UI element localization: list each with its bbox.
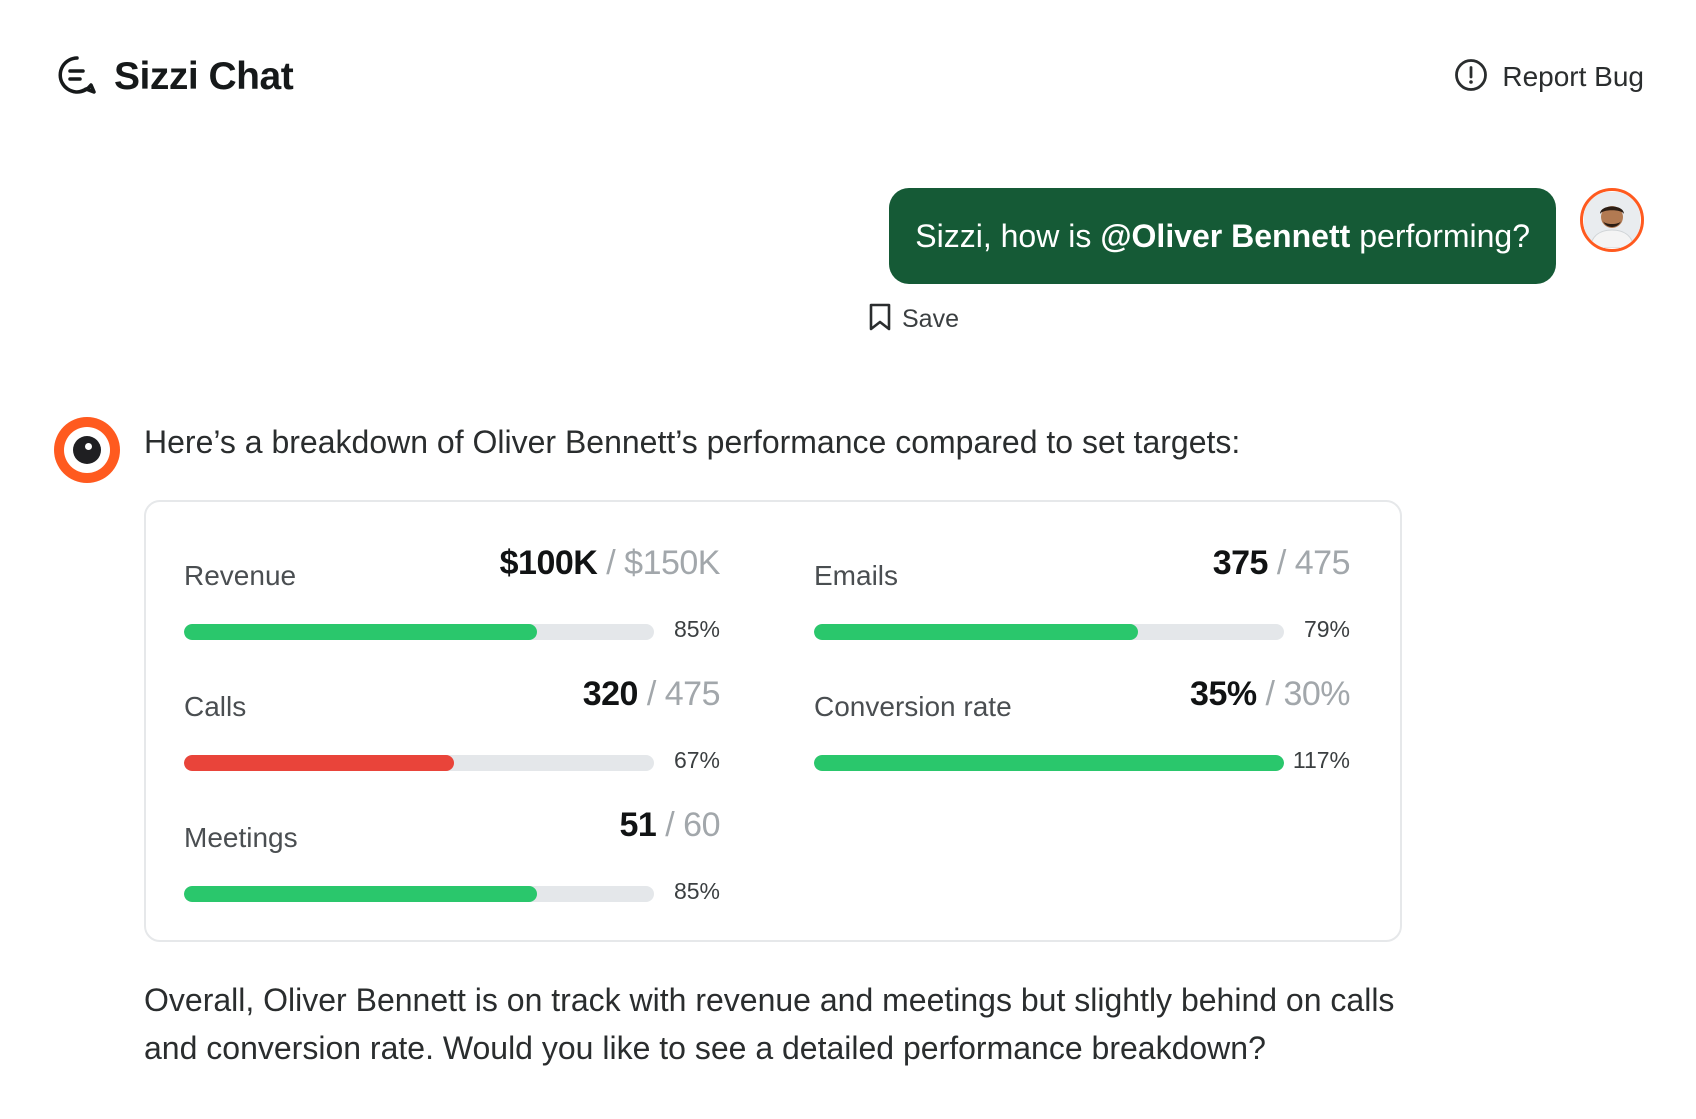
report-bug-label: Report Bug — [1502, 61, 1644, 92]
sizzi-eye-pupil — [73, 436, 101, 464]
app-header: Sizzi Chat Report Bug — [56, 52, 1644, 102]
sizzi-eye-ring — [64, 427, 110, 473]
metric-target: 475 — [664, 675, 721, 713]
user-message-suffix: performing? — [1359, 217, 1530, 254]
progress-fill — [184, 624, 537, 640]
metric-label: Meetings — [184, 822, 298, 853]
report-bug-button[interactable]: Report Bug — [1454, 58, 1644, 97]
metric-value: 320 / 475 — [582, 675, 721, 713]
bot-intro-text: Here’s a breakdown of Oliver Bennett’s p… — [144, 424, 1241, 460]
sizzi-eye-icon — [54, 417, 120, 483]
metric-calls: Calls 320 / 475 67% — [184, 673, 721, 773]
app-title: Sizzi Chat — [114, 55, 294, 98]
metric-actual: 320 — [582, 675, 639, 713]
metric-percent: 85% — [673, 616, 720, 642]
bookmark-icon — [868, 302, 892, 337]
performance-card: Revenue $100K / $150K 85% Calls 320 / 47… — [144, 500, 1402, 942]
metric-actual: 51 — [619, 806, 657, 844]
user-message-bubble: Sizzi, how is @Oliver Bennett performing… — [889, 188, 1556, 284]
save-button[interactable]: Save — [868, 302, 959, 337]
metric-value: 35% / 30% — [1190, 675, 1350, 713]
metric-target: 30% — [1283, 675, 1350, 713]
progress-track — [184, 886, 654, 902]
metric-actual: $100K — [499, 544, 598, 582]
progress-fill — [814, 755, 1284, 771]
user-message-prefix: Sizzi, how is — [915, 217, 1092, 254]
metric-revenue: Revenue $100K / $150K 85% — [184, 542, 720, 642]
progress-fill — [184, 755, 455, 771]
metric-actual: 375 — [1212, 544, 1269, 582]
progress-fill — [184, 886, 537, 902]
metric-actual: 35% — [1190, 675, 1257, 713]
metric-value: $100K / $150K — [499, 544, 721, 582]
chat-bubble-icon — [56, 54, 98, 101]
metric-percent: 117% — [1292, 747, 1350, 773]
metric-target: $150K — [624, 544, 720, 582]
alert-circle-icon — [1454, 58, 1488, 97]
user-avatar[interactable] — [1580, 188, 1644, 252]
progress-track — [184, 755, 654, 771]
metric-percent: 85% — [673, 878, 720, 904]
metric-value: 375 / 475 — [1212, 544, 1351, 582]
progress-track — [184, 624, 654, 640]
metric-value: 51 / 60 — [619, 806, 721, 844]
progress-track — [814, 624, 1284, 640]
metric-conversion-rate: Conversion rate 35% / 30% 117% — [814, 673, 1350, 773]
user-mention[interactable]: @Oliver Bennett — [1100, 217, 1351, 254]
brand: Sizzi Chat — [56, 54, 294, 101]
metric-label: Emails — [814, 560, 899, 591]
metric-label: Calls — [184, 691, 247, 722]
bot-summary-text: Overall, Oliver Bennett is on track with… — [144, 982, 1395, 1066]
metric-meetings: Meetings 51 / 60 85% — [184, 804, 720, 904]
metric-label: Revenue — [184, 560, 297, 591]
metric-target: 475 — [1294, 544, 1351, 582]
metric-percent: 79% — [1303, 616, 1350, 642]
progress-fill — [814, 624, 1139, 640]
user-avatar-image — [1584, 192, 1640, 248]
metric-percent: 67% — [673, 747, 720, 773]
user-message-row: Sizzi, how is @Oliver Bennett performing… — [889, 188, 1644, 284]
metric-target: 60 — [683, 806, 720, 844]
progress-track — [814, 755, 1284, 771]
metric-emails: Emails 375 / 475 79% — [814, 542, 1351, 642]
metric-label: Conversion rate — [814, 691, 1012, 722]
save-label: Save — [902, 305, 959, 333]
